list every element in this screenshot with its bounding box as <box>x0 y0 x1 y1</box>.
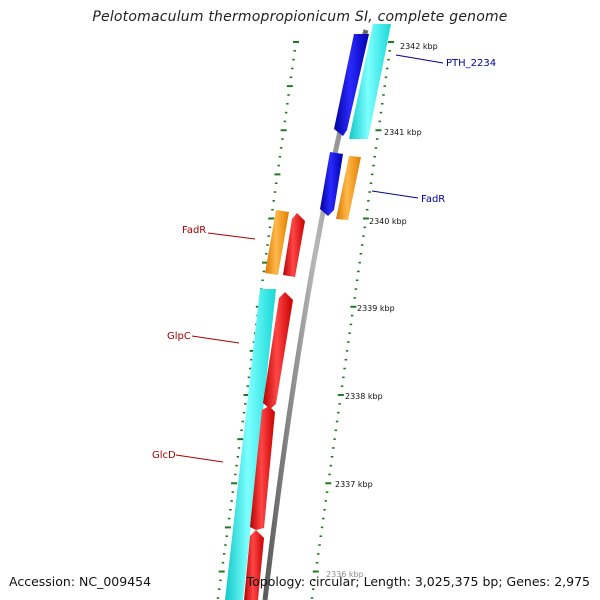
gene-red-4 <box>244 530 264 600</box>
gene-orange-lower <box>265 210 289 275</box>
gene-red-3 <box>250 406 275 530</box>
gene-blue-lower <box>320 152 343 216</box>
scale-label-2337: 2337 kbp <box>335 480 373 489</box>
leader-glcd <box>175 454 224 463</box>
gene-red-2 <box>263 292 293 409</box>
scale-label-2338: 2338 kbp <box>345 392 383 401</box>
scale-label-partial: 2336 kbp <box>326 570 364 579</box>
genome-title: Pelotomaculum thermopropionicum SI, comp… <box>92 9 508 25</box>
leader-pth2234 <box>395 54 444 64</box>
gene-red-1 <box>283 213 305 277</box>
leader-fadr-left <box>207 232 256 240</box>
accession-text: Accession: NC_009454 <box>9 574 152 589</box>
gene-label-fadr-left: FadR <box>182 225 206 236</box>
leader-glpc <box>191 335 240 344</box>
gene-orange-upper <box>336 156 361 220</box>
gene-label-fadr-right: FadR <box>421 194 445 205</box>
gene-blue-upper <box>334 34 369 136</box>
scale-label-2342: 2342 kbp <box>400 42 438 51</box>
scale-label-2341: 2341 kbp <box>384 128 422 137</box>
gene-cyan-upper <box>349 24 391 139</box>
tick-track-right <box>310 41 394 599</box>
scale-label-2340: 2340 kbp <box>369 217 407 226</box>
gene-label-glpc: GlpC <box>167 331 191 342</box>
topology-text: Topology: circular; Length: 3,025,375 bp… <box>246 574 590 589</box>
gene-label-glcd: GlcD <box>152 450 176 461</box>
gene-cyan-long <box>225 289 276 600</box>
leader-fadr-right <box>371 190 419 199</box>
gene-label-pth2234: PTH_2234 <box>446 58 496 69</box>
scale-label-2339: 2339 kbp <box>357 304 395 313</box>
